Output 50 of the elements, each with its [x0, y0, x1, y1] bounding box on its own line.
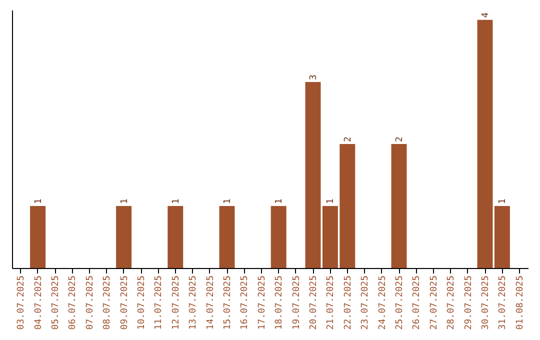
x-tick-label: 12.07.2025: [171, 276, 182, 330]
bar: [270, 206, 286, 268]
x-tick-label: 14.07.2025: [206, 276, 216, 330]
x-tick-label: 09.07.2025: [120, 276, 130, 330]
x-tick-label: 26.07.2025: [412, 276, 422, 330]
bar: [168, 206, 184, 268]
bar: [391, 144, 407, 268]
bar: [477, 20, 493, 268]
x-tick-label: 03.07.2025: [16, 276, 27, 330]
data-label: 4: [481, 12, 491, 18]
data-label: 1: [223, 198, 233, 204]
x-tick-label: 05.07.2025: [51, 276, 61, 330]
x-tick-label: 07.07.2025: [85, 276, 96, 330]
x-tick-label: 25.07.2025: [395, 276, 405, 330]
x-tick-label: 18.07.2025: [274, 276, 285, 330]
x-tick-label: 23.07.2025: [360, 276, 371, 330]
x-tick-label: 10.07.2025: [137, 276, 147, 330]
x-tick-label: 13.07.2025: [188, 276, 199, 330]
data-label: 1: [171, 198, 182, 204]
x-tick-label: 15.07.2025: [223, 276, 233, 330]
x-tick-label: 08.07.2025: [102, 276, 113, 330]
x-tick-label: 11.07.2025: [154, 276, 164, 330]
x-tick-label: 06.07.2025: [68, 276, 78, 330]
x-tick-label: 27.07.2025: [429, 276, 440, 330]
bar: [305, 82, 321, 268]
x-tick-label: 17.07.2025: [257, 276, 268, 330]
bar: [30, 206, 46, 268]
x-tick-label: 01.08.2025: [515, 276, 526, 330]
bar: [494, 206, 510, 268]
data-label: 1: [498, 198, 508, 204]
bar: [219, 206, 235, 268]
data-label: 1: [326, 198, 336, 204]
data-label: 3: [309, 74, 319, 80]
x-tick-label: 28.07.2025: [446, 276, 457, 330]
data-label: 2: [395, 136, 405, 142]
x-tick-label: 20.07.2025: [309, 276, 319, 330]
data-label: 1: [120, 198, 130, 204]
data-label: 1: [34, 198, 44, 204]
x-tick-label: 04.07.2025: [34, 276, 44, 330]
x-tick-label: 22.07.2025: [343, 276, 354, 330]
x-tick-label: 29.07.2025: [464, 276, 474, 330]
x-tick-label: 30.07.2025: [481, 276, 491, 330]
bar: [116, 206, 132, 268]
x-tick-label: 21.07.2025: [326, 276, 336, 330]
data-label: 1: [274, 198, 285, 204]
x-tick-label: 24.07.2025: [378, 276, 388, 330]
x-tick-label: 31.07.2025: [498, 276, 508, 330]
x-tick-label: 19.07.2025: [292, 276, 302, 330]
x-tick-label: 16.07.2025: [240, 276, 250, 330]
data-label: 2: [343, 136, 354, 142]
